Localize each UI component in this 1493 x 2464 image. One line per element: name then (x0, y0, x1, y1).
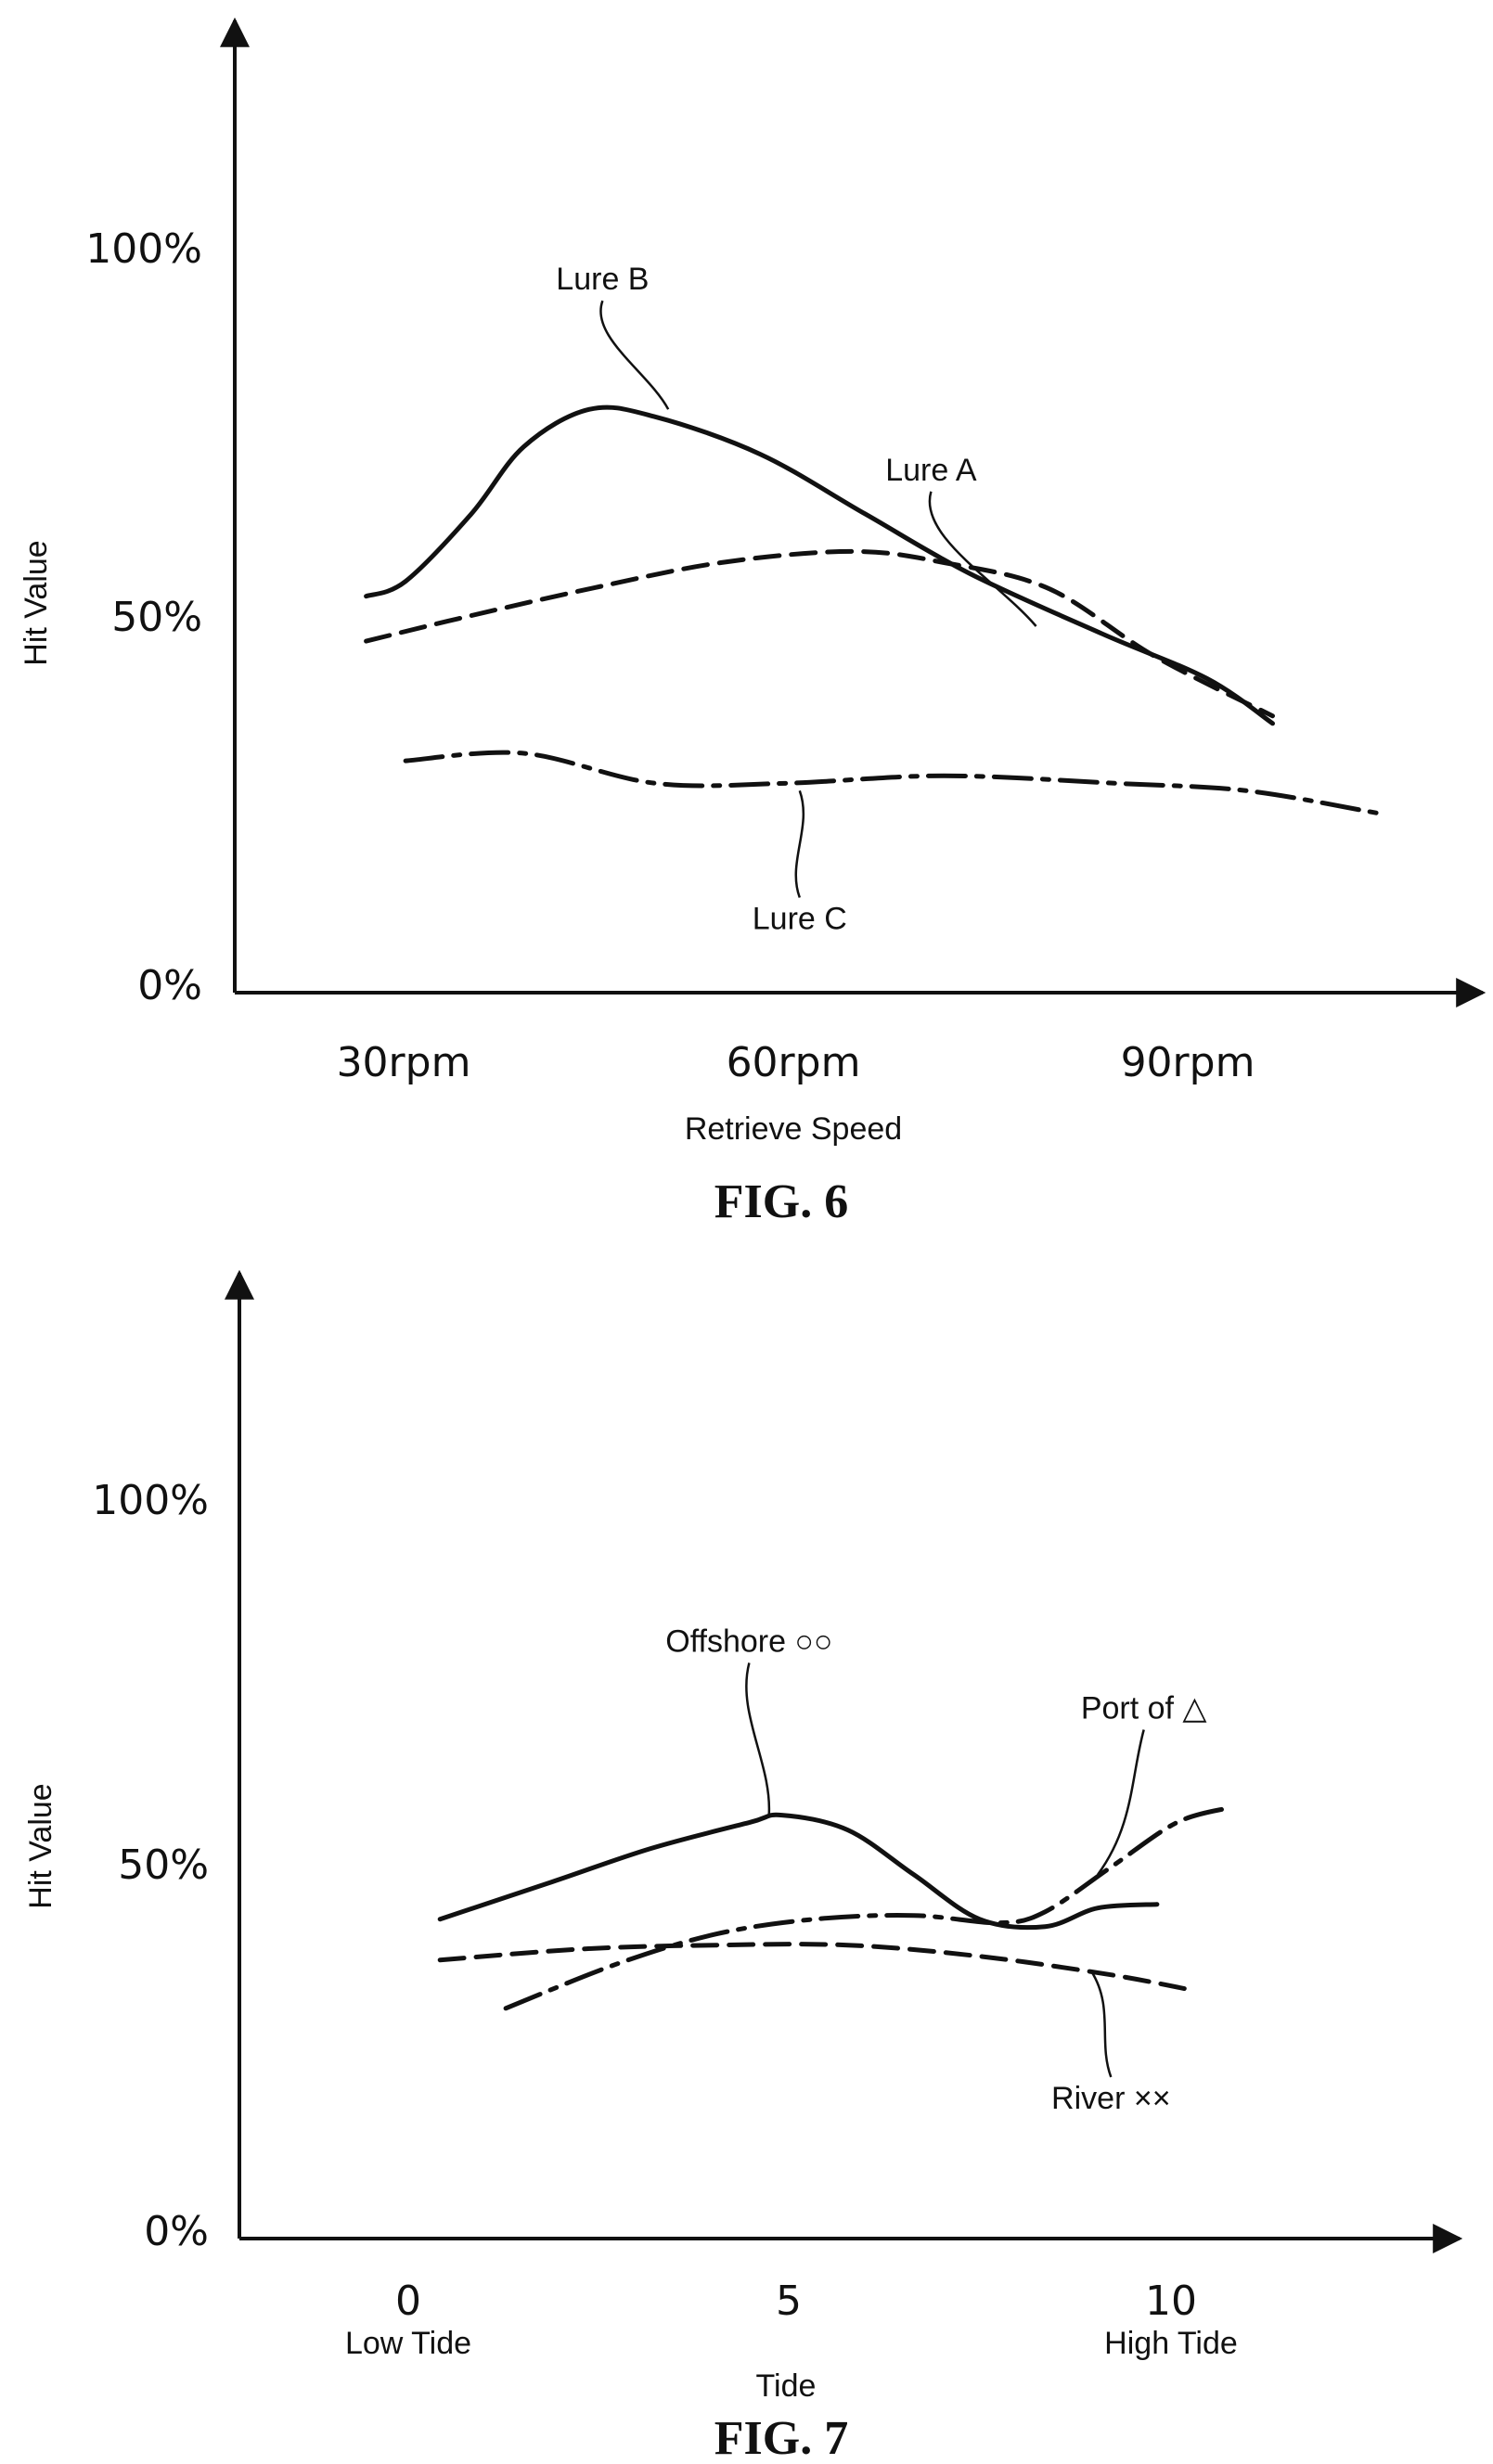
fig6-x-axis-title: Retrieve Speed (685, 1111, 902, 1147)
fig6-series-line-lure-b (364, 404, 1275, 726)
fig6-series-layer: Lure A Lure B Lure C (364, 262, 1381, 937)
fig7-x-tick-sublabel: Low Tide (345, 2326, 471, 2361)
fig6-leader-lure-a (928, 491, 1037, 627)
fig7-y-tick-label: 0% (144, 2208, 209, 2255)
fig6-x-tick-label: 60rpm (727, 1039, 861, 1086)
fig6-x-tick-label: 30rpm (337, 1039, 471, 1086)
fig6-x-tick-label: 90rpm (1121, 1039, 1255, 1086)
fig7-series-label-offshore: Offshore ○○ (665, 1623, 832, 1659)
fig7-y-axis-title: Hit Value (23, 1783, 58, 1908)
fig7-series-label-river: River ×× (1051, 2081, 1171, 2116)
fig6-y-tick-label: 100% (85, 225, 202, 273)
fig6-caption: FIG. 6 (714, 1175, 848, 1228)
fig7-series-line-port-of (503, 1805, 1232, 2011)
fig7-series-line-offshore (437, 1812, 1160, 1931)
fig7-caption: FIG. 7 (714, 2412, 848, 2464)
fig6-y-tick-label: 50% (111, 594, 202, 641)
fig7-series-layer: Offshore ○○ Port of △ River ×× (437, 1623, 1232, 2116)
chart-fig-6: 0% 50% 100% 30rpm 60rpm 90rpm Retrieve S… (19, 17, 1487, 1228)
fig6-leader-lure-b (599, 300, 670, 410)
fig7-x-tick-label: 5 (776, 2278, 802, 2325)
fig6-leader-lure-c (794, 789, 804, 898)
fig7-leader-port-of (1097, 1729, 1145, 1876)
fig7-series-label-port-of: Port of △ (1081, 1691, 1208, 1726)
fig7-leader-offshore (745, 1662, 771, 1816)
chart-fig-7: 0% 50% 100% 0 5 10 Low Tide High Tide Ti… (23, 1269, 1463, 2464)
fig7-y-tick-label: 100% (92, 1477, 209, 1524)
fig7-x-tick-label: 10 (1145, 2278, 1197, 2325)
fig7-leader-river (1089, 1970, 1113, 2078)
fig6-series-label-lure-a: Lure A (885, 453, 977, 488)
fig7-x-tick-sublabel: High Tide (1104, 2326, 1238, 2361)
fig6-series-label-lure-b: Lure B (556, 262, 649, 297)
fig6-series-label-lure-c: Lure C (753, 902, 847, 937)
fig6-y-axis-title: Hit Value (19, 540, 54, 665)
fig7-series-line-river (437, 1942, 1192, 1993)
fig6-series-line-lure-a (364, 548, 1275, 719)
fig7-x-tick-label: 0 (395, 2278, 421, 2325)
fig7-y-tick-label: 50% (118, 1842, 209, 1889)
fig7-x-axis-title: Tide (756, 2368, 817, 2404)
fig6-y-tick-label: 0% (137, 962, 202, 1009)
fig6-series-line-lure-c (403, 750, 1381, 815)
